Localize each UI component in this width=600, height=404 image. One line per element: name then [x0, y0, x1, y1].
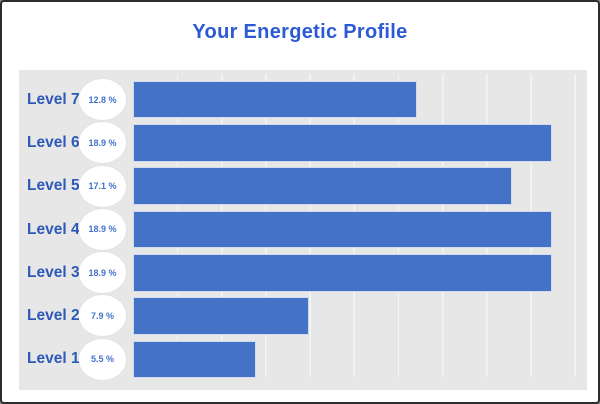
- bar: [133, 341, 256, 378]
- chart-row: Level 2 7.9 %: [19, 294, 587, 337]
- bar: [133, 255, 552, 291]
- category-label: Level 4: [27, 220, 80, 238]
- percent-badge: 5.5 %: [79, 338, 126, 380]
- category-label: Level 7: [27, 90, 80, 108]
- percent-badge: 18.9 %: [79, 122, 126, 164]
- category-label: Level 6: [27, 133, 80, 151]
- percent-value: 18.9 %: [88, 224, 117, 235]
- bar: [133, 81, 417, 118]
- plot-panel: Level 7 12.8 % Level 6 18.9 % Level 5 17.1 % L…: [19, 70, 587, 390]
- chart-rows: Level 7 12.8 % Level 6 18.9 % Level 5 17.1 % L…: [19, 78, 587, 381]
- chart-row: Level 7 12.8 %: [19, 78, 587, 121]
- percent-badge: 12.8 %: [79, 79, 126, 120]
- chart-row: Level 3 18.9 %: [19, 251, 587, 294]
- percent-value: 18.9 %: [88, 137, 117, 148]
- percent-badge: 18.9 %: [79, 208, 126, 250]
- percent-badge: 17.1 %: [79, 165, 126, 207]
- percent-value: 7.9 %: [90, 310, 114, 321]
- percent-value: 18.9 %: [88, 267, 117, 278]
- percent-badge: 7.9 %: [79, 295, 126, 337]
- chart-row: Level 5 17.1 %: [19, 165, 587, 208]
- chart-title: Your Energetic Profile: [192, 21, 408, 43]
- percent-badge: 18.9 %: [79, 252, 126, 294]
- bar: [133, 298, 309, 334]
- category-label: Level 2: [27, 307, 80, 325]
- chart-row: Level 4 18.9 %: [19, 208, 587, 251]
- chart-row: Level 6 18.9 %: [19, 121, 587, 164]
- category-label: Level 5: [27, 177, 80, 195]
- percent-value: 5.5 %: [90, 354, 114, 365]
- bar: [133, 168, 512, 204]
- chart-row: Level 1 5.5 %: [19, 338, 587, 381]
- bar: [133, 211, 552, 248]
- percent-value: 17.1 %: [88, 181, 117, 192]
- percent-value: 12.8 %: [88, 94, 117, 105]
- category-label: Level 1: [27, 350, 80, 368]
- category-label: Level 3: [27, 263, 80, 281]
- bar: [133, 125, 552, 161]
